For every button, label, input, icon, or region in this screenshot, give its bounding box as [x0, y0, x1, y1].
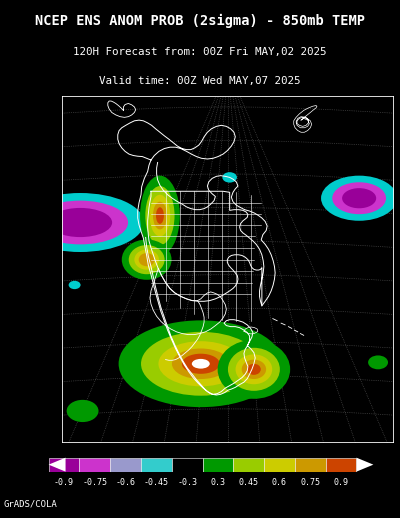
- Polygon shape: [356, 458, 373, 471]
- Bar: [202, 458, 233, 471]
- Ellipse shape: [16, 193, 144, 252]
- Text: GrADS/COLA: GrADS/COLA: [4, 499, 58, 509]
- Text: -0.6: -0.6: [116, 478, 136, 487]
- Text: 0.45: 0.45: [239, 478, 259, 487]
- Ellipse shape: [69, 281, 80, 289]
- Text: -0.45: -0.45: [144, 478, 169, 487]
- Ellipse shape: [141, 332, 260, 396]
- Ellipse shape: [150, 195, 170, 236]
- Text: Valid time: 00Z Wed MAY,07 2025: Valid time: 00Z Wed MAY,07 2025: [99, 77, 301, 87]
- Ellipse shape: [247, 364, 261, 375]
- Bar: [49, 458, 80, 471]
- Ellipse shape: [182, 354, 220, 374]
- Bar: [326, 458, 356, 471]
- Text: 0.9: 0.9: [334, 478, 348, 487]
- Polygon shape: [49, 458, 66, 471]
- Ellipse shape: [158, 341, 243, 386]
- Ellipse shape: [156, 207, 164, 224]
- Ellipse shape: [139, 253, 155, 266]
- Bar: [264, 458, 295, 471]
- Bar: [295, 458, 326, 471]
- Ellipse shape: [321, 176, 397, 221]
- Ellipse shape: [218, 340, 290, 399]
- Ellipse shape: [172, 349, 230, 379]
- Text: 0.75: 0.75: [300, 478, 320, 487]
- Ellipse shape: [122, 239, 172, 280]
- Ellipse shape: [134, 250, 159, 270]
- Ellipse shape: [129, 245, 164, 274]
- Ellipse shape: [32, 200, 128, 244]
- Ellipse shape: [236, 354, 272, 384]
- Text: 0.3: 0.3: [210, 478, 226, 487]
- Ellipse shape: [332, 182, 386, 214]
- Ellipse shape: [368, 355, 388, 369]
- Bar: [172, 458, 202, 471]
- Ellipse shape: [119, 320, 283, 407]
- Ellipse shape: [67, 400, 98, 422]
- Bar: [233, 458, 264, 471]
- Bar: [80, 458, 110, 471]
- Ellipse shape: [160, 341, 175, 352]
- Text: 0.6: 0.6: [272, 478, 287, 487]
- Ellipse shape: [222, 172, 237, 183]
- Text: 120H Forecast from: 00Z Fri MAY,02 2025: 120H Forecast from: 00Z Fri MAY,02 2025: [73, 47, 327, 56]
- Ellipse shape: [153, 202, 167, 229]
- Ellipse shape: [48, 208, 112, 237]
- Ellipse shape: [342, 188, 376, 208]
- Text: -0.75: -0.75: [82, 478, 107, 487]
- Ellipse shape: [145, 186, 174, 245]
- Text: -0.9: -0.9: [54, 478, 74, 487]
- Ellipse shape: [192, 359, 210, 369]
- Text: NCEP ENS ANOM PROB (2sigma) - 850mb TEMP: NCEP ENS ANOM PROB (2sigma) - 850mb TEMP: [35, 14, 365, 28]
- Ellipse shape: [228, 348, 280, 391]
- Ellipse shape: [242, 359, 266, 379]
- Bar: [110, 458, 141, 471]
- Text: -0.3: -0.3: [177, 478, 197, 487]
- Bar: [141, 458, 172, 471]
- Ellipse shape: [140, 176, 180, 255]
